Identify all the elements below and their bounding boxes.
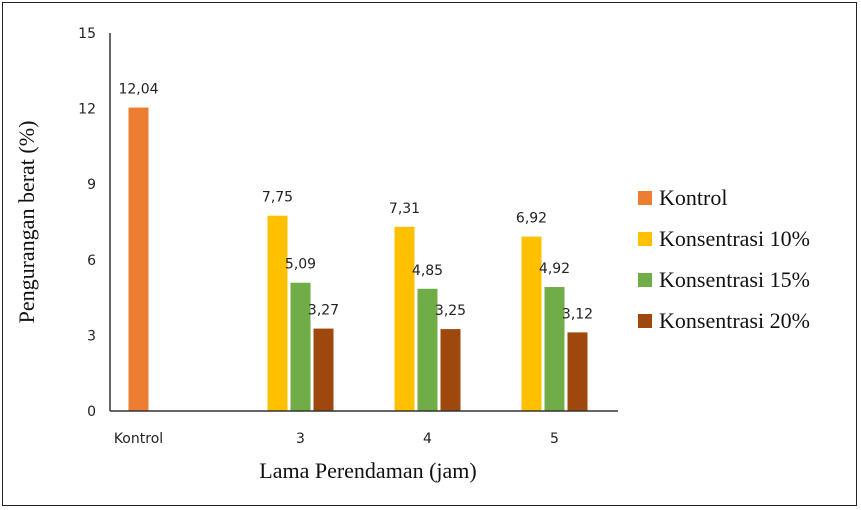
x-axis-ticks: Kontrol 3 4 5 [114, 431, 559, 447]
y-tick-label: 3 [87, 328, 96, 344]
y-tick-label: 15 [78, 26, 96, 42]
legend-label: Kontrol [659, 185, 727, 210]
data-label: 4,85 [412, 263, 443, 279]
bar [521, 236, 542, 411]
legend-label: Konsentrasi 20% [659, 308, 810, 333]
x-tick-label: 5 [550, 431, 559, 447]
bar [128, 107, 149, 411]
bars [128, 107, 588, 411]
bar [440, 329, 461, 411]
data-label: 3,25 [435, 303, 466, 319]
y-axis-ticks: 0 3 6 9 12 15 [78, 26, 96, 420]
legend-label: Konsentrasi 10% [659, 226, 810, 251]
data-label: 6,92 [516, 211, 547, 227]
bar [313, 328, 334, 411]
bar [567, 332, 588, 411]
x-tick-label: 3 [296, 431, 305, 447]
data-label: 12,04 [118, 82, 158, 98]
data-label: 3,12 [562, 306, 593, 322]
bar [544, 287, 565, 411]
legend-swatch [638, 232, 652, 246]
legend-label: Konsentrasi 15% [659, 267, 810, 292]
legend-swatch [638, 191, 652, 205]
y-tick-label: 9 [87, 177, 96, 193]
y-axis-title: Pengurangan berat (%) [14, 121, 39, 324]
legend: Kontrol Konsentrasi 10% Konsentrasi 15% Kon… [638, 185, 810, 333]
data-label: 5,09 [285, 257, 316, 273]
bar [267, 215, 288, 411]
x-tick-label: Kontrol [114, 431, 163, 447]
legend-swatch [638, 273, 652, 287]
data-label: 4,92 [539, 261, 570, 277]
y-tick-label: 6 [87, 253, 96, 269]
y-tick-label: 0 [87, 404, 96, 420]
x-tick-label: 4 [423, 431, 432, 447]
data-label: 7,75 [262, 190, 293, 206]
data-labels: 12,04 7,75 5,09 3,27 7,31 4,85 3,25 6,92 4,92 3,1… [118, 82, 593, 323]
data-label: 7,31 [389, 201, 420, 217]
legend-swatch [638, 314, 652, 328]
bar [394, 226, 415, 411]
y-tick-label: 12 [78, 102, 96, 118]
data-label: 3,27 [308, 303, 339, 319]
bar [417, 288, 438, 411]
x-axis-title: Lama Perendaman (jam) [259, 458, 476, 483]
bar [290, 282, 311, 411]
